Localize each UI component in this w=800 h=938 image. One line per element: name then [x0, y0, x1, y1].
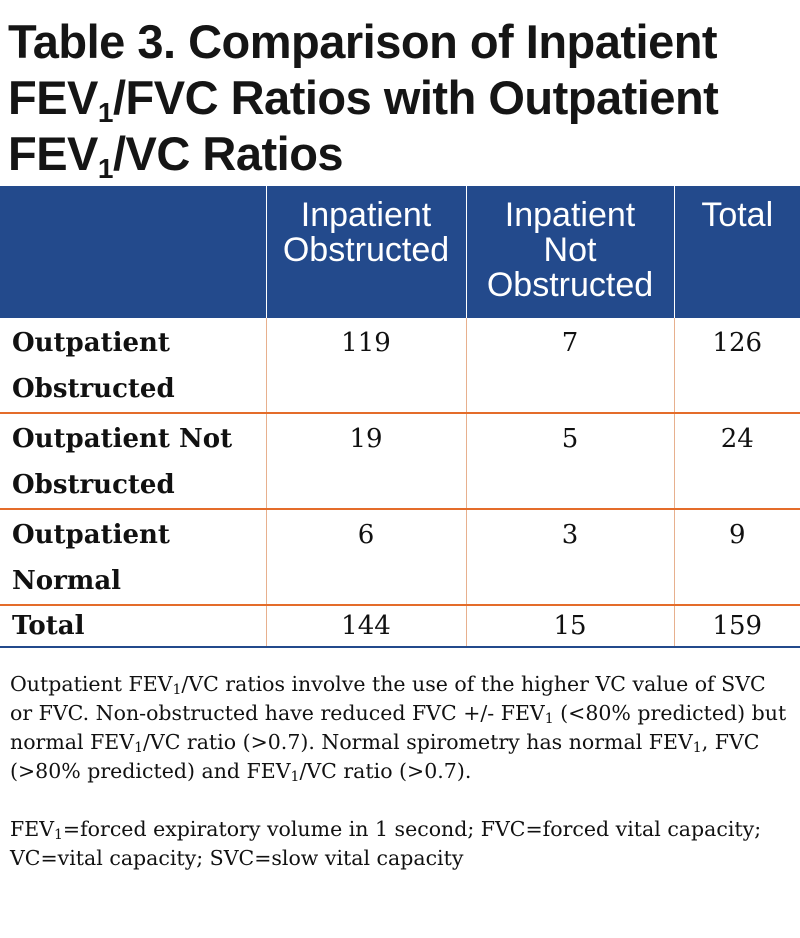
title-line-1: Table 3. Comparison of Inpatient: [8, 15, 718, 68]
title-line-3-text: FEV: [8, 127, 98, 180]
cell-inpatient-not-obstructed: 15: [465, 605, 674, 647]
header-line: Inpatient: [504, 196, 636, 234]
table-title: Table 3. Comparison of Inpatient FEV1/FV…: [0, 0, 800, 186]
cell-total: 24: [673, 413, 800, 509]
row-label: Total: [0, 605, 266, 647]
footnote-text: =forced expiratory volume in 1 second; F…: [10, 817, 762, 870]
footnote-text: /VC ratio (>0.7).: [299, 759, 472, 783]
row-label-line: Outpatient Not: [12, 424, 233, 454]
title-line-3: FEV1/VC Ratios: [8, 127, 344, 183]
row-label: Outpatient Normal: [0, 509, 266, 605]
footnote-text: (<80% predicted) but normal FEV: [10, 701, 787, 754]
cell-inpatient-not-obstructed: 3: [465, 509, 674, 605]
header-line: Obstructed: [282, 231, 450, 269]
footnote-text: , FVC (>80% predicted) and FEV: [10, 730, 760, 783]
title-line-2-subscript: 1: [97, 97, 114, 128]
footnote-subscript: 1: [544, 711, 554, 727]
footnote-abbreviations: FEV1=forced expiratory volume in 1 secon…: [10, 815, 788, 873]
cell-inpatient-not-obstructed: 7: [465, 318, 674, 413]
table-footnotes: Outpatient FEV1/VC ratios involve the us…: [0, 648, 800, 873]
title-line-2-text: FEV: [8, 71, 98, 124]
header-line: Total: [701, 196, 774, 234]
cell-total: 159: [673, 605, 800, 647]
row-label-line: Total: [12, 611, 85, 641]
cell-inpatient-obstructed: 144: [265, 605, 466, 647]
row-label-line: Outpatient: [12, 328, 170, 358]
footnote-subscript: 1: [692, 740, 702, 756]
cell-inpatient-obstructed: 119: [265, 318, 466, 413]
footnote-text: /VC ratio (>0.7). Normal spirometry has …: [143, 730, 693, 754]
table-row-outpatient-obstructed: Outpatient Obstructed 119 7 126: [0, 318, 800, 413]
cell-total: 9: [673, 509, 800, 605]
header-total: Total: [673, 186, 800, 318]
footnote-text: FEV: [10, 817, 54, 841]
cell-inpatient-obstructed: 19: [265, 413, 466, 509]
header-line: Obstructed: [486, 266, 654, 304]
comparison-table: Inpatient Obstructed Inpatient Not Obstr…: [0, 186, 800, 648]
cell-inpatient-obstructed: 6: [265, 509, 466, 605]
table-header-row: Inpatient Obstructed Inpatient Not Obstr…: [0, 186, 800, 318]
header-empty-cell: [0, 186, 266, 318]
footnote-subscript: 1: [172, 682, 182, 698]
row-label-line: Normal: [12, 566, 122, 596]
table-row-outpatient-normal: Outpatient Normal 6 3 9: [0, 509, 800, 605]
cell-total: 126: [673, 318, 800, 413]
row-label: Outpatient Obstructed: [0, 318, 266, 413]
row-label-line: Obstructed: [12, 374, 175, 404]
header-inpatient-obstructed: Inpatient Obstructed: [265, 186, 466, 318]
title-line-3-text-end: /VC Ratios: [113, 127, 344, 180]
footnote-subscript: 1: [134, 740, 143, 756]
title-line-2: FEV1/FVC Ratios with Outpatient: [8, 71, 719, 127]
footnote-definitions-criteria: Outpatient FEV1/VC ratios involve the us…: [10, 670, 788, 786]
cell-inpatient-not-obstructed: 5: [465, 413, 674, 509]
table-row-outpatient-not-obstructed: Outpatient Not Obstructed 19 5 24: [0, 413, 800, 509]
footnote-text: Outpatient FEV: [10, 672, 173, 696]
footnote-subscript: 1: [54, 827, 63, 843]
title-line-3-subscript: 1: [97, 153, 114, 184]
header-line: Not: [543, 231, 597, 269]
title-line-2-text-end: /FVC Ratios with Outpatient: [113, 71, 719, 124]
row-label: Outpatient Not Obstructed: [0, 413, 266, 509]
footnote-subscript: 1: [290, 769, 300, 785]
footnote-text: /VC ratios involve the use of the higher…: [10, 672, 766, 725]
row-label-line: Obstructed: [12, 470, 175, 500]
header-line: Inpatient: [300, 196, 432, 234]
table-row-total: Total 144 15 159: [0, 605, 800, 647]
row-label-line: Outpatient: [12, 520, 170, 550]
header-inpatient-not-obstructed: Inpatient Not Obstructed: [465, 186, 674, 318]
